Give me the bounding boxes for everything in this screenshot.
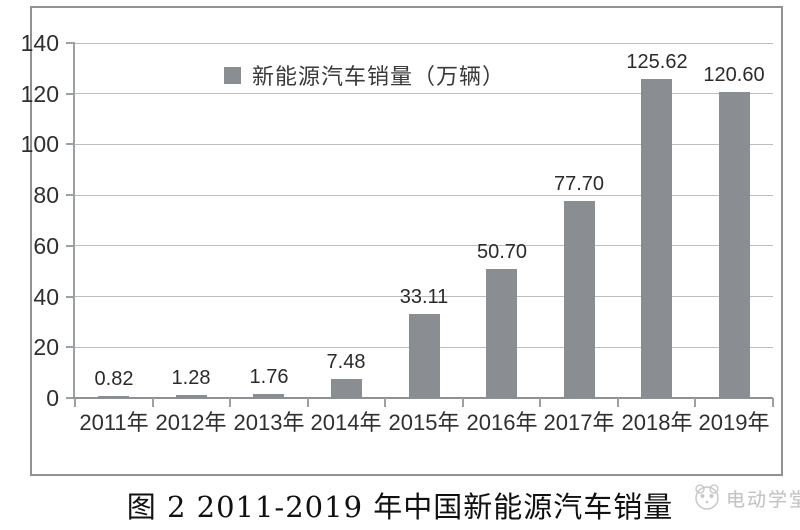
x-axis-tick bbox=[461, 398, 464, 407]
figure-caption: 图 2 2011-2019 年中国新能源汽车销量 bbox=[126, 490, 674, 524]
x-axis-category-label: 2017年 bbox=[543, 410, 615, 435]
bar-value-label: 120.60 bbox=[703, 64, 765, 86]
gridline-80 bbox=[75, 194, 773, 196]
chart-legend: 新能源汽车销量（万辆） bbox=[224, 59, 505, 91]
bar-value-label: 77.70 bbox=[553, 173, 605, 195]
x-axis-tick bbox=[229, 398, 232, 407]
y-axis-tick bbox=[66, 244, 75, 247]
x-axis-category-label: 2018年 bbox=[621, 410, 693, 435]
y-axis-tick bbox=[66, 42, 75, 44]
bar-2017年 bbox=[564, 201, 595, 398]
watermark-text: 电动学堂 bbox=[726, 490, 800, 511]
x-axis-category-label: 2013年 bbox=[233, 410, 305, 435]
bar-value-label: 50.70 bbox=[476, 241, 528, 263]
bar-value-label: 1.28 bbox=[171, 367, 211, 389]
x-axis-tick bbox=[306, 398, 309, 407]
x-axis-category-label: 2012年 bbox=[155, 410, 227, 435]
x-axis-tick bbox=[151, 398, 154, 407]
y-axis-tick-label: 120 bbox=[20, 80, 59, 107]
x-axis-category-label: 2016年 bbox=[466, 410, 538, 435]
legend-label: 新能源汽车销量（万辆） bbox=[252, 64, 506, 89]
gridline-60 bbox=[75, 245, 773, 247]
bar-value-label: 0.82 bbox=[94, 368, 134, 390]
y-axis-tick bbox=[66, 346, 75, 349]
gridline-40 bbox=[75, 296, 773, 298]
y-axis-tick-label: 140 bbox=[20, 30, 59, 56]
x-axis-tick bbox=[616, 398, 619, 407]
legend-swatch-icon bbox=[224, 66, 241, 84]
bar-value-label: 125.62 bbox=[626, 51, 688, 73]
watermark: 电动学堂 bbox=[692, 482, 800, 512]
bar-2016年 bbox=[486, 269, 517, 398]
bar-2012年 bbox=[176, 395, 207, 398]
bar-2011年 bbox=[98, 396, 129, 398]
bar-2018年 bbox=[641, 79, 672, 398]
bar-value-label: 33.11 bbox=[399, 286, 449, 308]
y-axis-line bbox=[73, 43, 75, 398]
x-axis-category-label: 2015年 bbox=[388, 410, 460, 435]
gridline-100 bbox=[75, 143, 773, 145]
gridline-140 bbox=[75, 42, 773, 44]
bar-2014年 bbox=[331, 379, 362, 398]
x-axis-tick bbox=[74, 398, 76, 407]
x-axis-category-label: 2019年 bbox=[698, 410, 770, 435]
y-axis-tick-label: 80 bbox=[33, 182, 59, 209]
bar-value-label: 7.48 bbox=[326, 351, 366, 373]
panda-logo-icon bbox=[695, 484, 719, 510]
y-axis-tick bbox=[66, 194, 75, 197]
x-axis-tick bbox=[772, 398, 774, 407]
y-axis-tick bbox=[66, 295, 75, 298]
x-axis-line bbox=[73, 397, 773, 399]
bar-2015年 bbox=[409, 314, 440, 398]
y-axis-tick-label: 40 bbox=[33, 283, 59, 310]
bar-2019年 bbox=[719, 92, 750, 398]
y-axis-tick-label: 100 bbox=[20, 131, 59, 158]
x-axis-tick bbox=[539, 398, 542, 407]
y-axis-tick bbox=[66, 397, 75, 399]
y-axis-tick-label: 60 bbox=[33, 232, 59, 259]
x-axis-tick bbox=[694, 398, 697, 407]
y-axis-tick bbox=[66, 143, 75, 146]
x-axis-tick bbox=[384, 398, 387, 407]
y-axis-tick-label: 20 bbox=[33, 334, 59, 361]
bar-value-label: 1.76 bbox=[249, 366, 289, 388]
x-axis-category-label: 2011年 bbox=[79, 410, 149, 435]
x-axis-category-label: 2014年 bbox=[310, 410, 382, 435]
gridline-120 bbox=[75, 93, 773, 95]
bar-2013年 bbox=[253, 394, 284, 398]
y-axis-tick bbox=[66, 92, 75, 95]
y-axis-tick-label: 0 bbox=[46, 385, 59, 411]
